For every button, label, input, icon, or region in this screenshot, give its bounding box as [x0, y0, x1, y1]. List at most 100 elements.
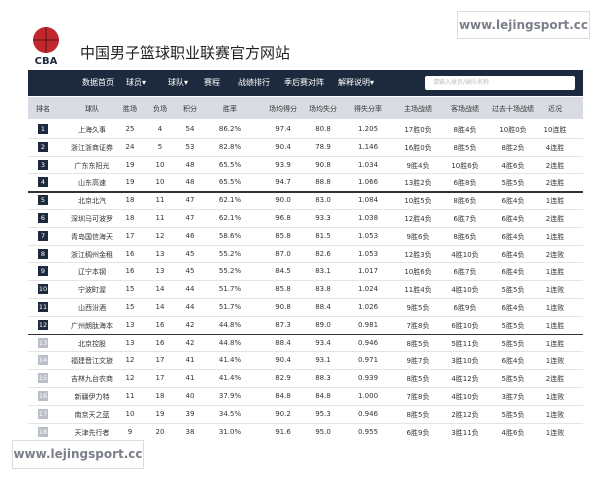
search-box[interactable]: 请输入球员/球队名称 [425, 76, 575, 90]
table-cell: 10 [155, 178, 165, 187]
table-cell: 13 [125, 338, 135, 347]
column-header: 胜率 [223, 105, 237, 113]
table-cell: 10 [155, 160, 165, 169]
table-cell: 41 [185, 356, 195, 365]
table-cell: 1.000 [357, 392, 379, 400]
row-divider [28, 298, 583, 299]
table-cell: 0.946 [357, 338, 379, 347]
table-cell: 83.0 [315, 196, 331, 205]
table-cell[interactable]: 辽宁本钢 [78, 268, 106, 277]
table-cell[interactable]: 山东高速 [78, 179, 106, 188]
table-cell: 4连胜 [545, 143, 565, 152]
column-header: 场均得分 [269, 105, 297, 113]
logo-text: CBA [35, 56, 58, 67]
table-cell: 10 [125, 409, 135, 418]
table-cell: 42 [185, 320, 195, 329]
table-cell[interactable]: 福建晋江文旅 [71, 357, 113, 366]
nav-item[interactable]: 数据首页 [82, 78, 114, 87]
table-cell: 96.8 [275, 214, 291, 222]
table-cell: 16 [125, 267, 135, 276]
rank-badge: 8 [38, 248, 48, 259]
table-cell: 87.3 [275, 320, 291, 329]
nav-item[interactable]: 赛程 [204, 78, 220, 87]
table-cell: 13 [155, 249, 165, 258]
table-cell: 82.8% [218, 142, 242, 151]
table-cell[interactable]: 吉林九台农商 [71, 375, 113, 384]
table-cell: 48 [185, 178, 195, 187]
column-header: 胜场 [123, 105, 137, 113]
table-cell: 9 [127, 427, 133, 436]
table-cell: 1连胜 [545, 321, 565, 330]
table-cell: 0.971 [357, 356, 379, 365]
table-cell: 90.4 [275, 356, 291, 365]
table-cell: 8胜6负 [453, 232, 477, 241]
table-cell: 1连败 [545, 428, 565, 437]
table-cell[interactable]: 深圳马可波罗 [71, 215, 113, 223]
table-cell: 1连胜 [545, 197, 565, 206]
column-header: 过去十场战绩 [492, 105, 534, 113]
table-cell: 6胜4负 [501, 215, 525, 223]
table-cell[interactable]: 宁波町渥 [78, 286, 106, 295]
table-cell: 85.8 [275, 285, 291, 294]
table-cell[interactable]: 浙江浙商证券 [71, 143, 113, 152]
table-cell: 47 [185, 214, 195, 222]
table-cell[interactable]: 南京天之蓝 [74, 410, 110, 419]
table-cell: 8胜2负 [501, 143, 525, 152]
table-cell[interactable]: 广州朗肽海本 [71, 321, 113, 330]
table-cell: 12 [125, 356, 135, 365]
table-cell: 6胜4负 [501, 268, 525, 277]
nav-item[interactable]: 战绩排行 [238, 78, 270, 87]
table-cell: 88.3 [315, 374, 331, 383]
table-cell: 4胜6负 [501, 428, 525, 437]
table-cell[interactable]: 青岛国信海天 [71, 232, 113, 241]
table-cell: 1连败 [545, 410, 565, 419]
table-cell: 3胜7负 [501, 393, 525, 401]
table-cell: 78.9 [315, 142, 331, 151]
nav-item[interactable]: 球队▾ [168, 78, 189, 87]
row-divider [28, 191, 583, 193]
rank-badge: 4 [38, 177, 48, 188]
table-cell: 5胜5负 [501, 410, 525, 419]
table-cell: 82.6 [315, 249, 331, 258]
row-divider [28, 226, 583, 228]
watermark: www.lejingsport.cc [457, 11, 590, 39]
table-cell: 65.5% [218, 178, 242, 187]
table-cell[interactable]: 北京北汽 [78, 197, 106, 206]
table-cell: 6胜10负 [451, 321, 479, 330]
table-cell: 20 [155, 427, 165, 436]
table-cell: 62.1% [218, 196, 242, 205]
table-cell: 55.2% [218, 249, 242, 258]
table-cell[interactable]: 山西汾酒 [78, 304, 106, 312]
table-cell: 41.4% [218, 356, 242, 365]
table-cell: 0.981 [357, 320, 379, 329]
table-cell: 58.6% [218, 231, 242, 240]
table-cell: 14 [155, 285, 165, 294]
table-cell: 86.2% [218, 125, 242, 133]
table-cell: 10胜0负 [499, 126, 527, 134]
table-cell[interactable]: 北京控股 [78, 339, 106, 348]
nav-item[interactable]: 解释说明▾ [338, 78, 375, 87]
table-cell: 17 [125, 231, 135, 240]
table-cell: 10胜6负 [404, 268, 432, 277]
table-cell: 41.4% [218, 374, 242, 383]
table-cell[interactable]: 浙江稠州金租 [71, 250, 113, 259]
rank-badge: 10 [38, 284, 48, 295]
nav-item[interactable]: 球员▾ [126, 78, 147, 87]
table-cell[interactable]: 广东东阳光 [74, 161, 110, 170]
table-cell: 1.024 [357, 285, 379, 294]
rank-badge: 11 [38, 302, 48, 312]
table-cell: 44.8% [218, 320, 242, 329]
table-cell: 5胜5负 [501, 179, 525, 188]
nav-item[interactable]: 季后赛对阵 [284, 78, 324, 87]
table-cell: 89.0 [315, 320, 331, 329]
table-cell: 16 [155, 320, 165, 329]
table-cell: 90.0 [275, 196, 291, 205]
table-cell: 6胜4负 [501, 232, 525, 241]
table-cell[interactable]: 上海久事 [78, 126, 106, 134]
table-cell[interactable]: 天津先行者 [74, 428, 110, 437]
table-cell: 16 [125, 249, 135, 258]
table-cell[interactable]: 新疆伊力特 [74, 393, 110, 401]
table-cell: 93.3 [315, 214, 331, 222]
rank-badge: 12 [38, 319, 48, 330]
